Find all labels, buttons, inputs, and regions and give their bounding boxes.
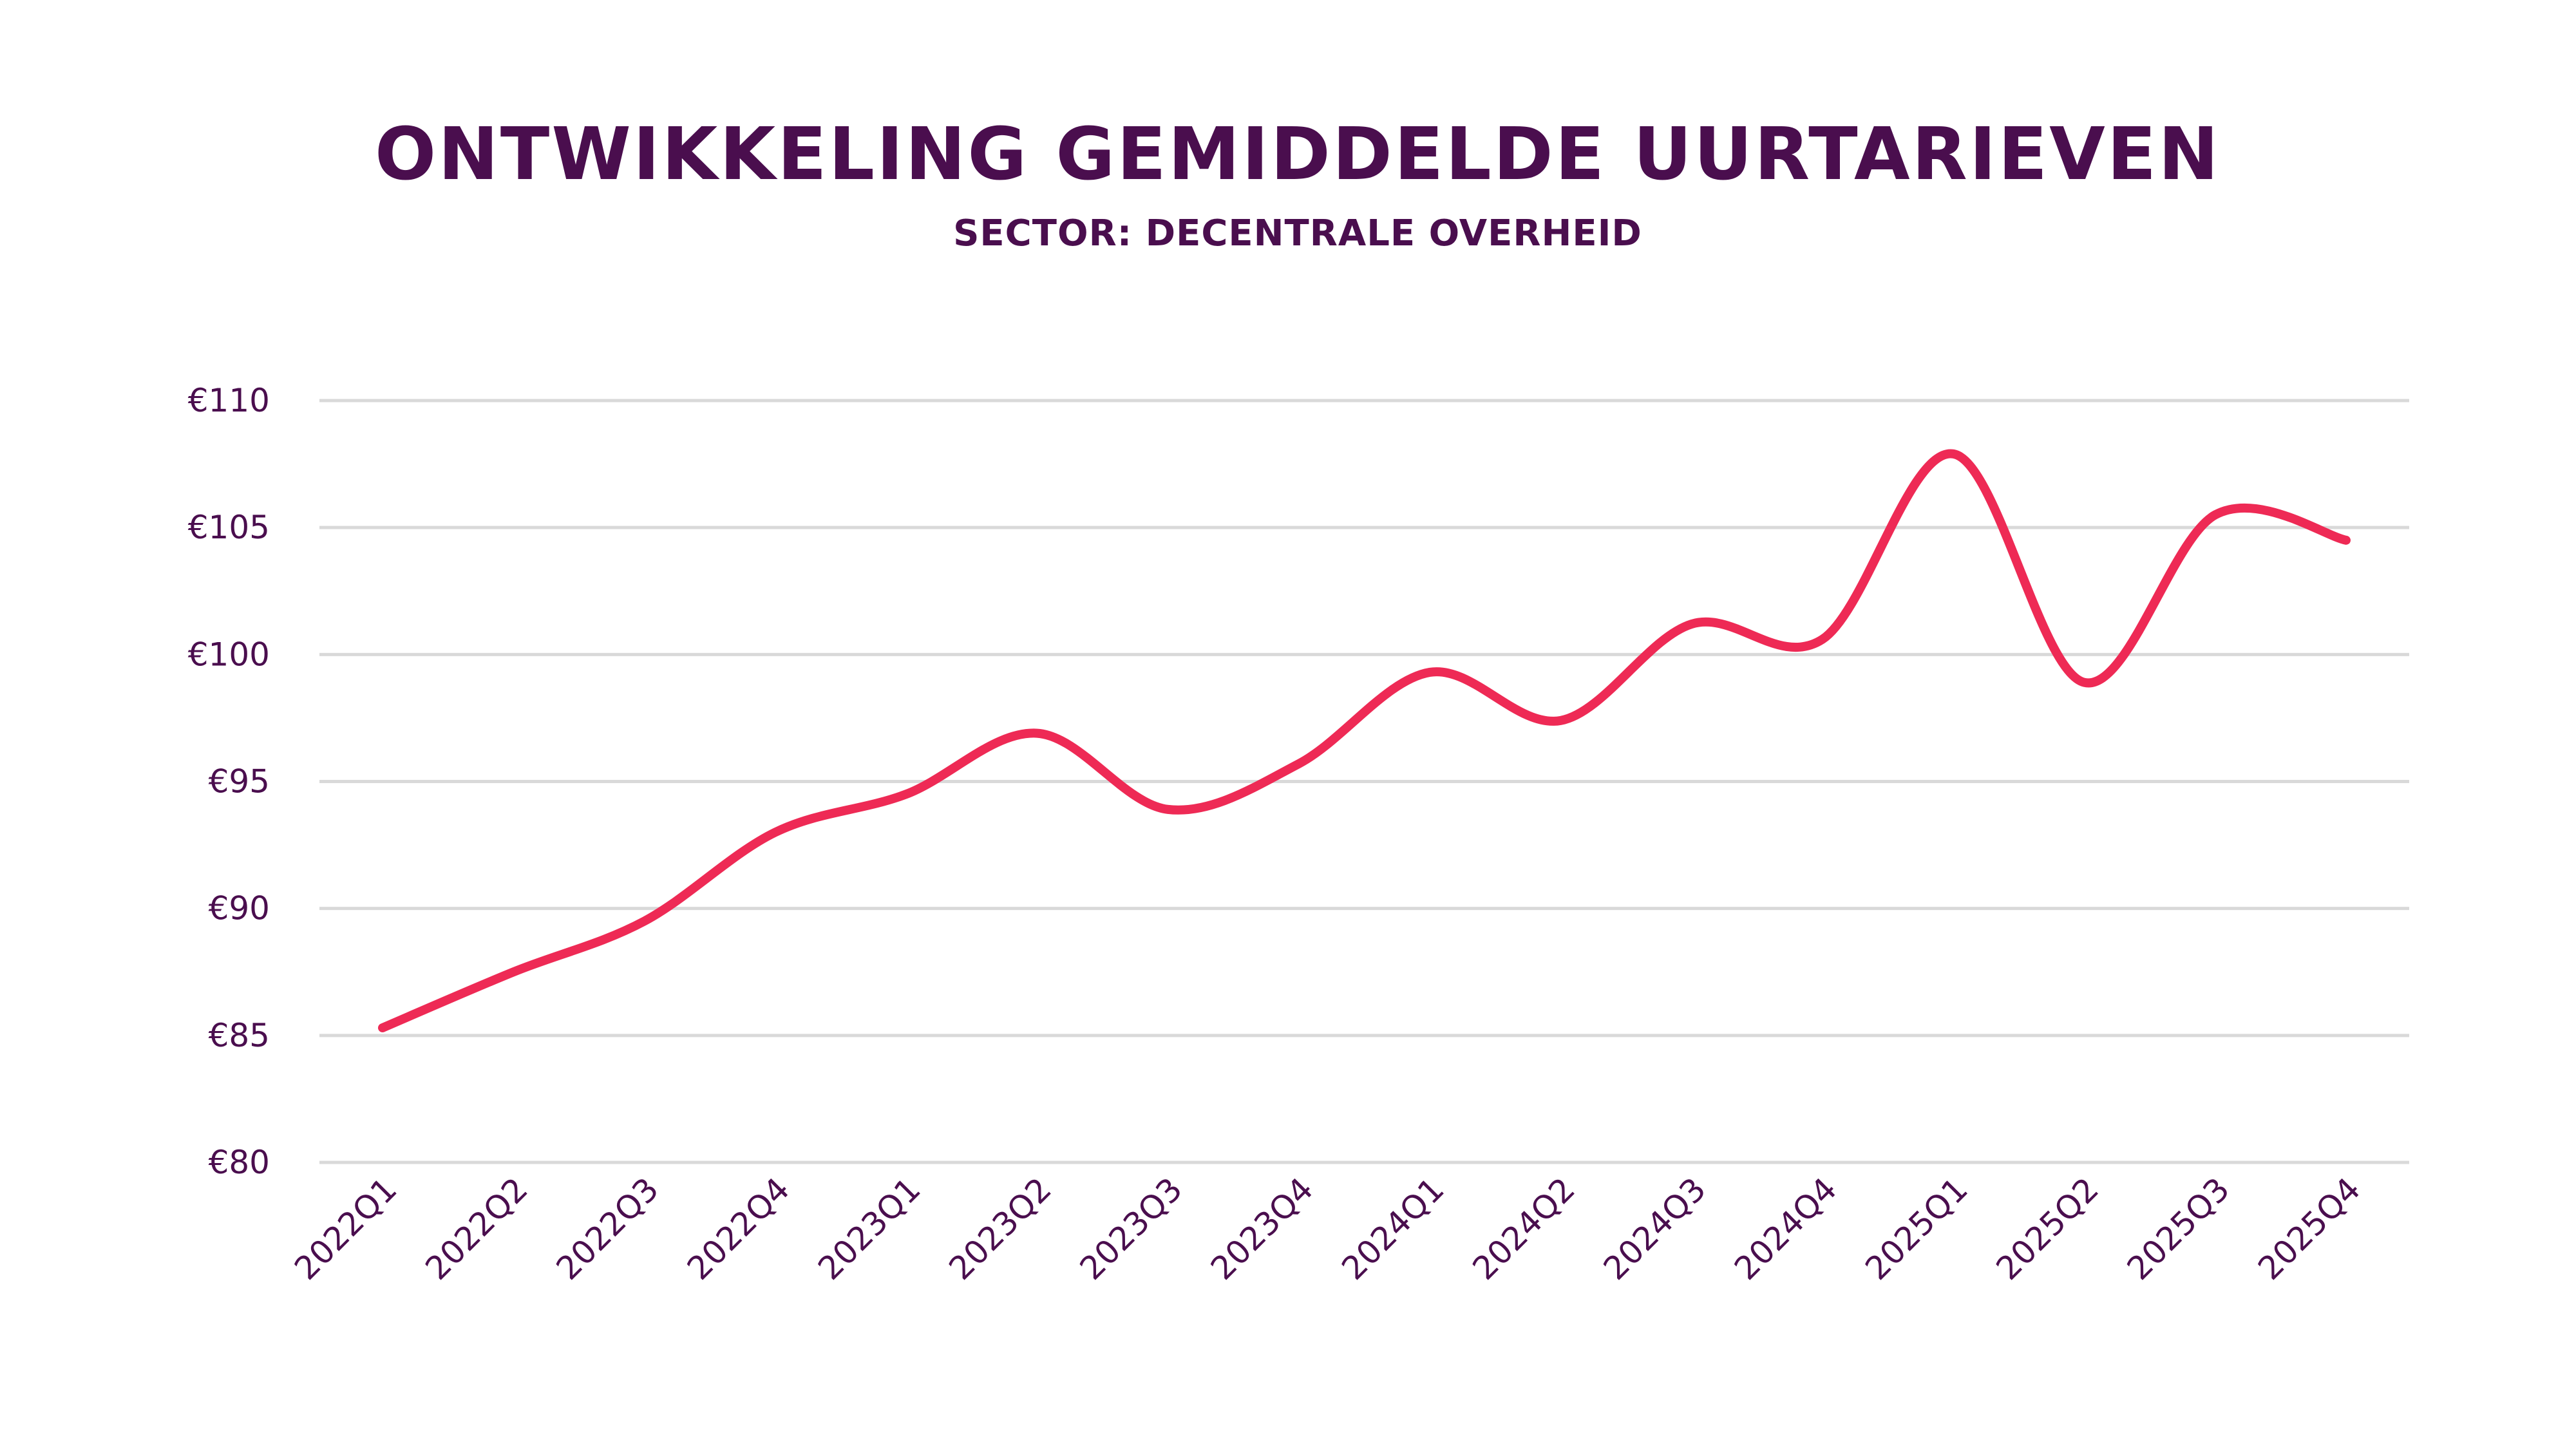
y-tick-label: €100 bbox=[188, 636, 270, 673]
y-tick-label: €105 bbox=[188, 509, 270, 546]
chart-title: ONTWIKKELING GEMIDDELDE UURTARIEVEN bbox=[374, 113, 2221, 196]
x-tick-label: 2022Q3 bbox=[549, 1170, 666, 1287]
y-tick-label: €95 bbox=[209, 763, 270, 800]
x-tick-label: 2024Q4 bbox=[1727, 1170, 1844, 1287]
y-tick-label: €80 bbox=[209, 1144, 270, 1181]
x-tick-label: 2023Q2 bbox=[942, 1170, 1059, 1287]
series-line bbox=[378, 449, 2351, 1032]
y-axis: €80 €85 €90 €95 €100 €105 €110 bbox=[188, 382, 270, 1181]
y-tick-label: €90 bbox=[209, 890, 270, 927]
x-tick-label: 2025Q2 bbox=[1989, 1170, 2106, 1287]
x-tick-label: 2025Q4 bbox=[2251, 1170, 2367, 1287]
chart-subtitle: SECTOR: DECENTRALE OVERHEID bbox=[953, 213, 1642, 254]
x-tick-label: 2023Q1 bbox=[811, 1170, 927, 1287]
series-group bbox=[378, 449, 2351, 1032]
x-tick-label: 2022Q4 bbox=[680, 1170, 797, 1287]
y-tick-label: €110 bbox=[188, 382, 270, 419]
x-tick-label: 2024Q3 bbox=[1596, 1170, 1713, 1287]
y-tick-label: €85 bbox=[209, 1017, 270, 1054]
x-tick-label: 2023Q4 bbox=[1204, 1170, 1320, 1287]
x-tick-label: 2025Q1 bbox=[1858, 1170, 1975, 1287]
x-tick-label: 2022Q1 bbox=[287, 1170, 404, 1287]
x-tick-label: 2025Q3 bbox=[2120, 1170, 2237, 1287]
x-tick-label: 2024Q1 bbox=[1334, 1170, 1451, 1287]
x-axis: 2022Q1 2022Q2 2022Q3 2022Q4 2023Q1 2023Q2 2023… bbox=[287, 1170, 2367, 1287]
x-tick-label: 2023Q3 bbox=[1073, 1170, 1189, 1287]
gridlines bbox=[319, 399, 2409, 1164]
x-tick-label: 2024Q2 bbox=[1466, 1170, 1582, 1287]
x-tick-label: 2022Q2 bbox=[418, 1170, 535, 1287]
